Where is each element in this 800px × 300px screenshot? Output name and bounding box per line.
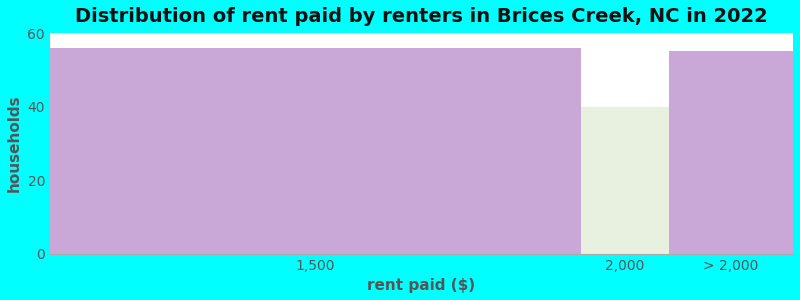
Bar: [581, 106, 670, 254]
Bar: [50, 48, 581, 254]
Bar: [670, 51, 793, 254]
X-axis label: rent paid ($): rent paid ($): [367, 278, 475, 293]
Title: Distribution of rent paid by renters in Brices Creek, NC in 2022: Distribution of rent paid by renters in …: [75, 7, 768, 26]
Bar: [581, 106, 670, 254]
Bar: [670, 51, 793, 254]
Y-axis label: households: households: [7, 94, 22, 192]
Bar: [50, 48, 581, 254]
